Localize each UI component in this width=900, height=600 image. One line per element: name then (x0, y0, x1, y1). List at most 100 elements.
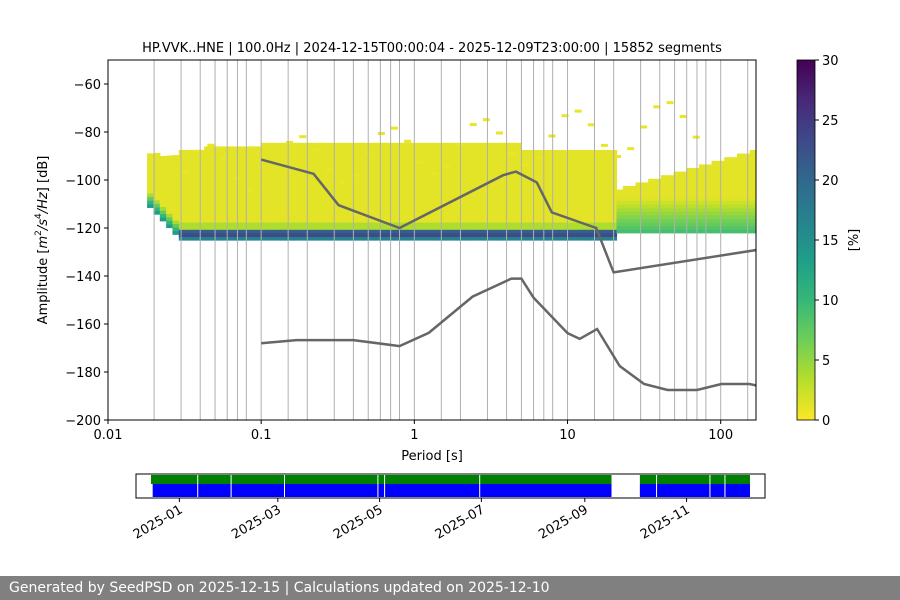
heatmap-cell (254, 236, 262, 241)
heatmap-cell (324, 146, 332, 151)
heatmap-cell (191, 207, 199, 212)
heatmap-cell (362, 168, 370, 173)
heatmap-cell (730, 189, 738, 194)
heatmap-cell (553, 186, 560, 191)
heatmap-cell (369, 222, 377, 227)
heatmap-cell (432, 164, 440, 169)
heatmap-cell (153, 152, 161, 158)
heatmap-cell (432, 196, 440, 201)
heatmap-cell (711, 189, 719, 194)
heatmap-cell (635, 196, 643, 201)
period-grid (153, 60, 749, 420)
heatmap-cell (312, 160, 319, 165)
heatmap-cell (578, 150, 586, 155)
heatmap-cell (553, 222, 560, 227)
heatmap-cell (749, 204, 756, 209)
heatmap-cell (673, 171, 681, 176)
heatmap-cell (572, 207, 579, 212)
heatmap-cell (432, 200, 440, 205)
heatmap-cell (394, 196, 402, 201)
heatmap-cell (286, 186, 294, 191)
heatmap-cell (698, 218, 706, 223)
heatmap-cell (553, 164, 560, 169)
heatmap-cell (578, 168, 586, 173)
heatmap-cell (394, 193, 402, 198)
heatmap-cell (312, 148, 320, 152)
heatmap-cell (338, 180, 346, 184)
heatmap-cell (185, 229, 193, 234)
heatmap-cell (216, 222, 224, 227)
heatmap-cell (369, 157, 377, 162)
heatmap-cell (489, 196, 497, 201)
heatmap-cell (292, 189, 300, 194)
heatmap-cell (191, 229, 199, 234)
heatmap-cell (166, 162, 174, 167)
heatmap-cell (457, 222, 465, 227)
heatmap-cell (457, 178, 465, 183)
heatmap-cell (375, 153, 383, 158)
heatmap-cell (204, 196, 212, 201)
heatmap-cell (629, 200, 637, 205)
heatmap-cell (299, 232, 307, 237)
heatmap-cell (292, 200, 300, 205)
heatmap-cell (413, 153, 421, 158)
y-tick-label: −200 (65, 414, 101, 429)
heatmap-cell (375, 146, 383, 151)
heatmap-cell (553, 160, 560, 165)
heatmap-cell (527, 175, 535, 180)
heatmap-cell (229, 236, 237, 241)
heatmap-cell (470, 189, 478, 194)
heatmap-cell (553, 229, 560, 234)
heatmap-cell (495, 236, 503, 241)
heatmap-cell (178, 225, 186, 230)
heatmap-cell (185, 182, 193, 187)
heatmap-cell (292, 153, 300, 158)
heatmap-cell (254, 200, 262, 205)
heatmap-cell (502, 164, 510, 169)
heatmap-cell (584, 232, 592, 237)
heatmap-cell (191, 175, 199, 180)
heatmap-cell (679, 200, 687, 205)
heatmap-cell (419, 193, 427, 198)
heatmap-cell (451, 157, 459, 162)
heatmap-cell (318, 171, 326, 176)
heatmap-cell (261, 218, 269, 223)
heatmap-cell (305, 229, 313, 234)
heatmap-cell (400, 229, 408, 234)
heatmap-cell (153, 170, 161, 176)
heatmap-cell (565, 232, 573, 237)
heatmap-cell (572, 168, 579, 173)
heatmap-cell (622, 196, 630, 201)
heatmap-cell (292, 211, 300, 216)
heatmap-cell (166, 213, 174, 218)
heatmap-cell (172, 191, 180, 196)
heatmap-cell (724, 178, 732, 183)
heatmap-cell (724, 214, 732, 219)
heatmap-cell (362, 189, 370, 194)
heatmap-cell (324, 186, 332, 191)
heatmap-cell (692, 214, 700, 219)
heatmap-cell (730, 178, 738, 183)
heatmap-cell (362, 225, 370, 230)
heatmap-cell (369, 236, 377, 241)
heatmap-cell (457, 189, 465, 194)
heatmap-cell (711, 196, 719, 201)
heatmap-cell (172, 209, 180, 214)
heatmap-cell (229, 211, 237, 216)
heatmap-cell (204, 186, 212, 191)
heatmap-cell (235, 171, 243, 176)
heatmap-cell (654, 207, 662, 212)
heatmap-cell (534, 232, 541, 237)
heatmap-cell (197, 214, 205, 219)
heatmap-cell (280, 200, 288, 205)
heatmap-cell (597, 196, 605, 201)
heatmap-cell (375, 189, 383, 194)
heatmap-cell (254, 193, 262, 198)
heatmap-cell (561, 114, 569, 118)
heatmap-cell (153, 156, 161, 161)
heatmap-cell (286, 207, 294, 212)
heatmap-cell (470, 207, 478, 212)
heatmap-cell (522, 163, 530, 167)
heatmap-cell (445, 175, 453, 180)
heatmap-cell (318, 157, 326, 162)
